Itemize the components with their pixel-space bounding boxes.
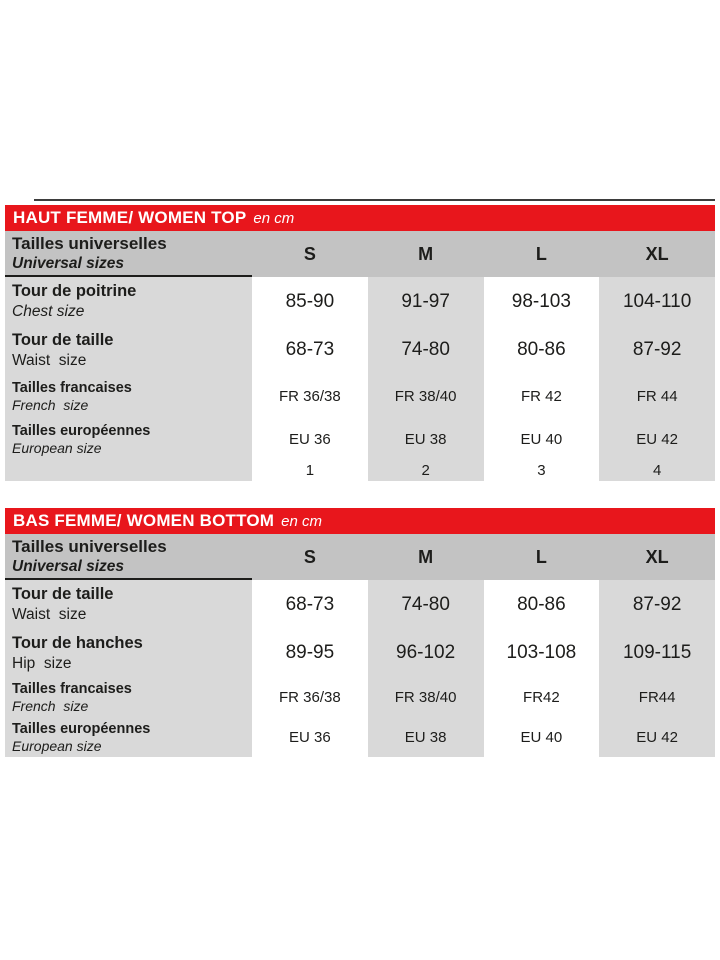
size-value-cell: 74-80 xyxy=(367,580,484,629)
header-label-en: Universal sizes xyxy=(12,558,125,575)
header-label-cell: Tailles universelles Universal sizes xyxy=(5,534,252,580)
row-label-en: French size xyxy=(12,697,89,714)
header-underline xyxy=(5,578,252,580)
size-column-header-l: L xyxy=(535,243,547,264)
row-label-cell: Tour de poitrine Chest size xyxy=(5,277,252,326)
size-value-cell: FR 38/40 xyxy=(367,374,484,419)
size-value-cell: 87-92 xyxy=(599,326,715,374)
size-value-cell: 104-110 xyxy=(599,277,715,326)
size-value-cell: 85-90 xyxy=(252,277,368,326)
unit-label: en cm xyxy=(281,512,323,530)
size-table-women-top: HAUT FEMME/ WOMEN TOP en cm Tailles univ… xyxy=(5,205,715,481)
top-rule-line xyxy=(34,199,715,201)
row-label-en: European size xyxy=(12,439,102,456)
size-value-cell: 91-97 xyxy=(367,277,484,326)
size-column-header-s: S xyxy=(303,243,316,264)
table-title-bar: BAS FEMME/ WOMEN BOTTOM en cm xyxy=(5,508,715,534)
row-label-en: European size xyxy=(12,737,102,754)
table-row-size-numbers: 1 2 3 4 xyxy=(5,459,715,481)
row-label-en: Waist size xyxy=(12,606,87,623)
size-value-cell: 74-80 xyxy=(367,326,484,374)
size-value-cell: EU 38 xyxy=(367,717,484,757)
size-value-cell: EU 40 xyxy=(483,717,600,757)
size-value-cell: EU 38 xyxy=(367,419,484,459)
header-label-en: Universal sizes xyxy=(12,255,125,272)
row-label-cell: Tour de hanches Hip size xyxy=(5,629,252,677)
header-label-fr: Tailles universelles xyxy=(12,234,167,253)
size-value-cell: 4 xyxy=(599,459,715,481)
size-value-cell: 87-92 xyxy=(599,580,715,629)
size-value-cell: 2 xyxy=(367,459,484,481)
row-label-fr: Tour de taille xyxy=(12,585,114,603)
table-row-french-size: Tailles francaises French size FR 36/38 … xyxy=(5,677,715,717)
size-value-cell: 3 xyxy=(483,459,600,481)
size-value-cell: EU 36 xyxy=(252,717,368,757)
size-value-cell: EU 36 xyxy=(252,419,368,459)
table-header-row: Tailles universelles Universal sizes S M… xyxy=(5,231,715,277)
table-row-hip: Tour de hanches Hip size 89-95 96-102 10… xyxy=(5,629,715,677)
size-value-cell: FR 38/40 xyxy=(367,677,484,717)
row-label-en: Hip size xyxy=(12,654,72,672)
table-header-row: Tailles universelles Universal sizes S M… xyxy=(5,534,715,580)
table-row-european-size: Tailles européennes European size EU 36 … xyxy=(5,717,715,757)
row-label-fr: Tailles francaises xyxy=(12,680,132,697)
size-column-header-m: M xyxy=(418,243,434,264)
row-label-cell: Tailles francaises French size xyxy=(5,677,252,717)
table-title: HAUT FEMME/ WOMEN TOP xyxy=(13,208,247,227)
row-label-en: French size xyxy=(12,397,89,413)
size-value-cell: 80-86 xyxy=(483,326,600,374)
size-value-cell: FR 36/38 xyxy=(252,677,368,717)
size-value-cell: FR 44 xyxy=(599,374,715,419)
table-row-chest: Tour de poitrine Chest size 85-90 91-97 … xyxy=(5,277,715,326)
row-label-fr: Tailles francaises xyxy=(12,380,132,396)
header-label-cell: Tailles universelles Universal sizes xyxy=(5,231,252,277)
row-label-fr: Tour de taille xyxy=(12,330,114,349)
table-row-waist: Tour de taille Waist size 68-73 74-80 80… xyxy=(5,326,715,374)
table-row-waist: Tour de taille Waist size 68-73 74-80 80… xyxy=(5,580,715,629)
size-value-cell: FR44 xyxy=(599,677,715,717)
row-label-cell: Tailles européennes European size xyxy=(5,419,252,459)
row-label-cell: Tailles francaises French size xyxy=(5,374,252,419)
size-column-header-xl: XL xyxy=(645,546,669,567)
size-value-cell: 68-73 xyxy=(252,580,368,629)
table-row-french-size: Tailles francaises French size FR 36/38 … xyxy=(5,374,715,419)
size-value-cell: 80-86 xyxy=(483,580,600,629)
table-title-bar: HAUT FEMME/ WOMEN TOP en cm xyxy=(5,205,715,231)
size-value-cell: FR42 xyxy=(483,677,600,717)
row-label-fr: Tailles européennes xyxy=(12,720,151,737)
unit-label: en cm xyxy=(253,209,295,227)
size-value-cell: FR 36/38 xyxy=(252,374,368,419)
size-column-header-s: S xyxy=(303,546,316,567)
row-label-en: Chest size xyxy=(12,303,85,320)
row-label-fr: Tour de hanches xyxy=(12,633,143,652)
size-value-cell: FR 42 xyxy=(483,374,600,419)
size-value-cell: 103-108 xyxy=(483,629,600,677)
size-table-women-bottom: BAS FEMME/ WOMEN BOTTOM en cm Tailles un… xyxy=(5,508,715,757)
size-value-cell: EU 40 xyxy=(483,419,600,459)
size-value-cell: 68-73 xyxy=(252,326,368,374)
size-value-cell: 109-115 xyxy=(599,629,715,677)
row-label-en: Waist size xyxy=(12,351,87,369)
row-label-cell: Tour de taille Waist size xyxy=(5,580,252,629)
table-title: BAS FEMME/ WOMEN BOTTOM xyxy=(13,511,275,530)
row-label-cell: Tailles européennes European size xyxy=(5,717,252,757)
size-value-cell: EU 42 xyxy=(599,717,715,757)
row-label-cell: Tour de taille Waist size xyxy=(5,326,252,374)
size-value-cell: 1 xyxy=(252,459,368,481)
size-value-cell: EU 42 xyxy=(599,419,715,459)
size-value-cell: 96-102 xyxy=(367,629,484,677)
row-label-cell xyxy=(5,459,252,481)
size-column-header-xl: XL xyxy=(645,243,669,264)
header-underline xyxy=(5,275,252,277)
table-row-european-size: Tailles européennes European size EU 36 … xyxy=(5,419,715,459)
size-column-header-l: L xyxy=(535,546,547,567)
row-label-fr: Tour de poitrine xyxy=(12,282,137,300)
header-label-fr: Tailles universelles xyxy=(12,537,167,556)
size-value-cell: 98-103 xyxy=(483,277,600,326)
size-value-cell: 89-95 xyxy=(252,629,368,677)
row-label-fr: Tailles européennes xyxy=(12,422,151,439)
size-column-header-m: M xyxy=(418,546,434,567)
